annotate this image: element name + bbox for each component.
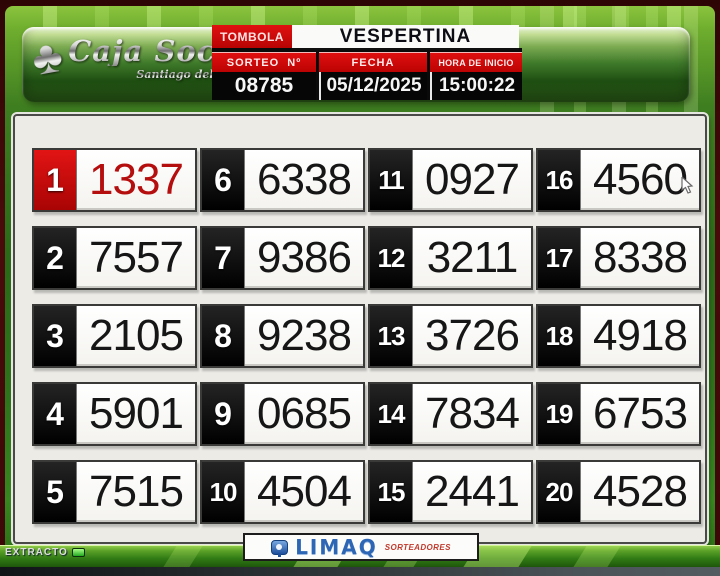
result-position: 9 — [202, 384, 244, 444]
result-cell: 13 3726 — [368, 304, 533, 368]
shamrock-icon: ♣ — [27, 28, 67, 86]
result-cell: 12 3211 — [368, 226, 533, 290]
result-number: 6338 — [244, 150, 363, 210]
result-number: 4504 — [244, 462, 363, 522]
result-number: 9386 — [244, 228, 363, 288]
result-number: 1337 — [76, 150, 195, 210]
sorteo-number-value: 08785 — [212, 72, 316, 100]
result-position: 4 — [34, 384, 76, 444]
result-position: 7 — [202, 228, 244, 288]
result-cell: 19 6753 — [536, 382, 701, 446]
result-cell: 8 9238 — [200, 304, 365, 368]
result-number: 3726 — [412, 306, 531, 366]
result-cell: 4 5901 — [32, 382, 197, 446]
limaq-brand-name: LIMAQ — [295, 535, 378, 559]
result-number: 6753 — [580, 384, 699, 444]
result-position: 13 — [370, 306, 412, 366]
limaq-brand-bar: LIMAQ SORTEADORES — [243, 533, 479, 561]
limaq-machine-icon — [271, 538, 289, 557]
result-number: 4560 — [580, 150, 699, 210]
result-position: 20 — [538, 462, 580, 522]
result-number: 7557 — [76, 228, 195, 288]
result-position: 16 — [538, 150, 580, 210]
result-position: 5 — [34, 462, 76, 522]
result-cell: 14 7834 — [368, 382, 533, 446]
result-number: 0927 — [412, 150, 531, 210]
result-number: 8338 — [580, 228, 699, 288]
result-cell: 20 4528 — [536, 460, 701, 524]
result-number: 4918 — [580, 306, 699, 366]
result-number: 7515 — [76, 462, 195, 522]
result-position: 11 — [370, 150, 412, 210]
start-time-label: HORA DE INICIO — [430, 52, 522, 72]
result-number: 4528 — [580, 462, 699, 522]
result-cell: 11 0927 — [368, 148, 533, 212]
result-cell: 15 2441 — [368, 460, 533, 524]
result-cell: 18 4918 — [536, 304, 701, 368]
result-position: 10 — [202, 462, 244, 522]
result-cell: 3 2105 — [32, 304, 197, 368]
result-cell: 17 8338 — [536, 226, 701, 290]
result-position: 6 — [202, 150, 244, 210]
result-cell: 9 0685 — [200, 382, 365, 446]
result-number: 2441 — [412, 462, 531, 522]
extracto-status: EXTRACTO — [5, 547, 85, 558]
result-number: 0685 — [244, 384, 363, 444]
result-cell: 1 1337 — [32, 148, 197, 212]
result-position: 12 — [370, 228, 412, 288]
result-cell: 5 7515 — [32, 460, 197, 524]
limaq-tagline: SORTEADORES — [384, 542, 451, 552]
result-position: 17 — [538, 228, 580, 288]
result-position: 1 — [34, 150, 76, 210]
result-position: 3 — [34, 306, 76, 366]
status-led-icon — [71, 548, 85, 557]
result-position: 14 — [370, 384, 412, 444]
result-cell: 16 4560 — [536, 148, 701, 212]
start-time-value: 15:00:22 — [430, 72, 522, 100]
result-position: 19 — [538, 384, 580, 444]
date-label: FECHA — [319, 52, 427, 72]
draw-name: VESPERTINA — [292, 25, 519, 50]
result-number: 3211 — [412, 228, 531, 288]
result-cell: 6 6338 — [200, 148, 365, 212]
sorteo-number-label: SORTEO Nº — [212, 52, 316, 72]
game-label: TOMBOLA — [212, 25, 292, 48]
date-value: 05/12/2025 — [319, 72, 427, 100]
bottom-dark-band — [0, 567, 720, 576]
result-cell: 2 7557 — [32, 226, 197, 290]
result-number: 7834 — [412, 384, 531, 444]
mouse-cursor-icon — [681, 175, 696, 200]
results-grid: 1 1337 2 7557 3 2105 4 5901 5 7515 6 633… — [32, 148, 701, 524]
result-number: 2105 — [76, 306, 195, 366]
result-cell: 7 9386 — [200, 226, 365, 290]
extracto-label: EXTRACTO — [5, 547, 68, 558]
result-position: 18 — [538, 306, 580, 366]
result-position: 8 — [202, 306, 244, 366]
result-cell: 10 4504 — [200, 460, 365, 524]
result-position: 15 — [370, 462, 412, 522]
result-number: 5901 — [76, 384, 195, 444]
result-number: 9238 — [244, 306, 363, 366]
result-position: 2 — [34, 228, 76, 288]
